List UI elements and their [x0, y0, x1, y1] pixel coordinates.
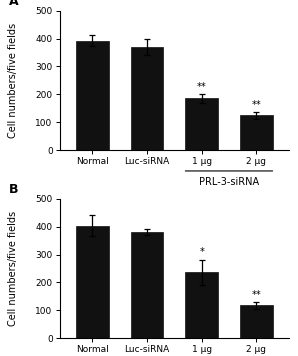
Text: **: ** [197, 82, 207, 92]
Text: *: * [199, 247, 204, 257]
Text: **: ** [252, 290, 261, 300]
Y-axis label: Cell numbers/five fields: Cell numbers/five fields [8, 23, 18, 138]
Bar [76, 41, 109, 150]
Text: **: ** [252, 100, 261, 110]
Bar [185, 99, 218, 150]
Bar [131, 47, 163, 150]
Bar [185, 272, 218, 338]
Bar [131, 232, 163, 338]
Y-axis label: Cell numbers/five fields: Cell numbers/five fields [8, 211, 18, 326]
Text: PRL-3-siRNA: PRL-3-siRNA [199, 177, 259, 187]
Bar [240, 115, 273, 150]
Bar [240, 305, 273, 338]
Bar [76, 226, 109, 338]
Text: B: B [9, 183, 18, 196]
Text: A: A [9, 0, 19, 8]
